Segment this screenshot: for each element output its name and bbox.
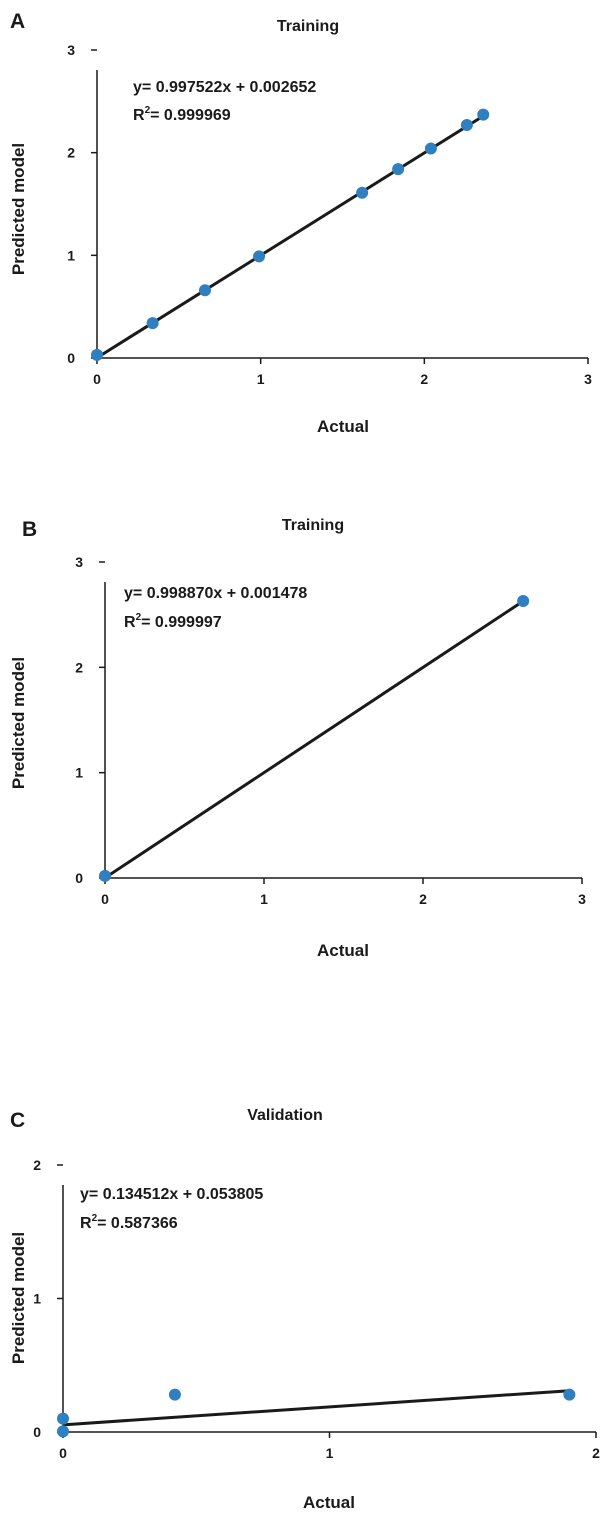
panel-a: A Training 0 1 2 3 0 1 2 3 Actual Predicted model y=… [9, 10, 592, 436]
r-squared: R2= 0.587366 [80, 1213, 178, 1232]
data-point [199, 284, 212, 297]
y-axis-label: Predicted model [9, 657, 28, 789]
y-axis-label: Predicted model [9, 1232, 28, 1364]
r-squared-superscript: 2 [136, 612, 142, 623]
trend-line [62, 1389, 570, 1427]
data-point [424, 142, 437, 155]
data-point [57, 1412, 69, 1425]
panel-c: C Validation 0 1 2 0 1 2 Actual Predicted model y=… [9, 1107, 600, 1512]
chart-title: Validation [247, 1107, 323, 1124]
chart-title: Training [277, 18, 339, 35]
y-tick-label: 0 [75, 870, 83, 886]
r-squared-value: = 0.999969 [150, 107, 231, 124]
data-point [477, 108, 490, 121]
x-tick-label: 3 [584, 371, 592, 387]
r-squared-symbol: R [133, 107, 145, 124]
y-tick-label: 1 [67, 247, 75, 263]
x-tick-label: 1 [326, 1445, 334, 1461]
r-squared-value: = 0.587366 [97, 1215, 178, 1232]
trend-line [104, 599, 524, 880]
x-tick-label: 0 [101, 891, 109, 907]
x-tick-label: 2 [592, 1445, 600, 1461]
y-tick-label: 2 [67, 145, 75, 161]
data-point [99, 869, 111, 882]
data-point [253, 250, 266, 263]
trend-line [96, 114, 485, 359]
r-squared-superscript: 2 [92, 1213, 98, 1224]
x-tick-label: 0 [59, 1445, 67, 1461]
r-squared: R2= 0.999969 [133, 105, 231, 124]
regression-equation: y= 0.997522x + 0.002652 [133, 79, 316, 96]
regression-equation: y= 0.998870x + 0.001478 [124, 585, 307, 602]
y-tick-label: 3 [67, 42, 75, 58]
y-axis-label: Predicted model [9, 143, 28, 275]
x-tick-label: 3 [578, 891, 586, 907]
y-tick-label: 1 [75, 765, 83, 781]
panel-letter: B [22, 518, 37, 541]
x-axis-label: Actual [317, 417, 369, 436]
y-tick-label: 2 [33, 1157, 41, 1173]
y-tick-label: 2 [75, 659, 83, 675]
data-point [146, 317, 159, 330]
data-point [460, 118, 473, 131]
y-tick-label: 0 [67, 350, 75, 366]
data-point [168, 1388, 181, 1401]
data-point [563, 1388, 576, 1401]
panel-b: B Training 0 1 2 3 0 1 2 3 Actual Predicted model y=… [9, 517, 586, 960]
data-point [517, 594, 530, 607]
r-squared-value: = 0.999997 [141, 614, 222, 631]
x-tick-label: 1 [260, 891, 268, 907]
r-squared: R2= 0.999997 [124, 612, 222, 631]
x-tick-label: 0 [93, 371, 101, 387]
x-tick-label: 2 [419, 891, 427, 907]
data-point [57, 1425, 69, 1438]
data-point [91, 348, 103, 361]
r-squared-symbol: R [124, 614, 136, 631]
r-squared-symbol: R [80, 1215, 92, 1232]
data-point [356, 186, 369, 199]
x-tick-label: 1 [257, 371, 265, 387]
x-axis-label: Actual [303, 1493, 355, 1512]
y-tick-label: 0 [33, 1424, 41, 1440]
data-point [392, 163, 405, 176]
x-tick-label: 2 [420, 371, 428, 387]
panel-letter: C [10, 1109, 25, 1132]
panel-letter: A [10, 10, 25, 33]
y-tick-label: 1 [33, 1291, 41, 1307]
regression-equation: y= 0.134512x + 0.053805 [80, 1186, 263, 1203]
r-squared-superscript: 2 [145, 105, 151, 116]
y-tick-label: 3 [75, 554, 83, 570]
chart-title: Training [282, 517, 344, 534]
x-axis-label: Actual [317, 941, 369, 960]
